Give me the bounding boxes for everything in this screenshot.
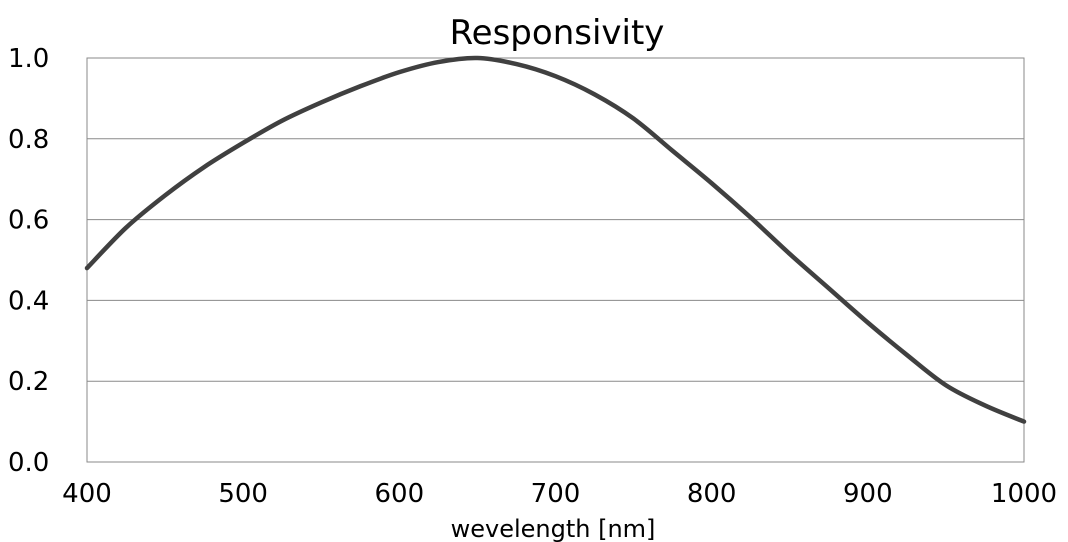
x-tick-label: 1000: [991, 479, 1057, 509]
x-tick-label: 400: [62, 479, 112, 509]
plot-frame: [86, 57, 1025, 463]
y-tick-label: 0.0: [8, 448, 49, 478]
responsivity-curve: [84, 55, 1027, 424]
x-tick-label: 700: [531, 479, 581, 509]
x-tick-label: 900: [843, 479, 893, 509]
x-axis-ticks: 400 500 600 700 800 900 1000: [62, 479, 1057, 509]
y-axis-ticks: 0.0 0.2 0.4 0.6 0.8 1.0: [8, 44, 49, 478]
series-layer: [84, 55, 1027, 424]
gridlines: [87, 138, 1024, 382]
x-tick-label: 800: [687, 479, 737, 509]
y-tick-label: 0.2: [8, 367, 49, 397]
y-tick-label: 1.0: [8, 44, 49, 74]
x-axis-label: wevelength [nm]: [451, 515, 656, 542]
y-tick-label: 0.4: [8, 286, 49, 316]
y-tick-label: 0.6: [8, 206, 49, 236]
x-tick-label: 600: [375, 479, 425, 509]
x-tick-label: 500: [218, 479, 268, 509]
y-tick-label: 0.8: [8, 125, 49, 155]
chart-title: Responsivity: [450, 13, 665, 53]
